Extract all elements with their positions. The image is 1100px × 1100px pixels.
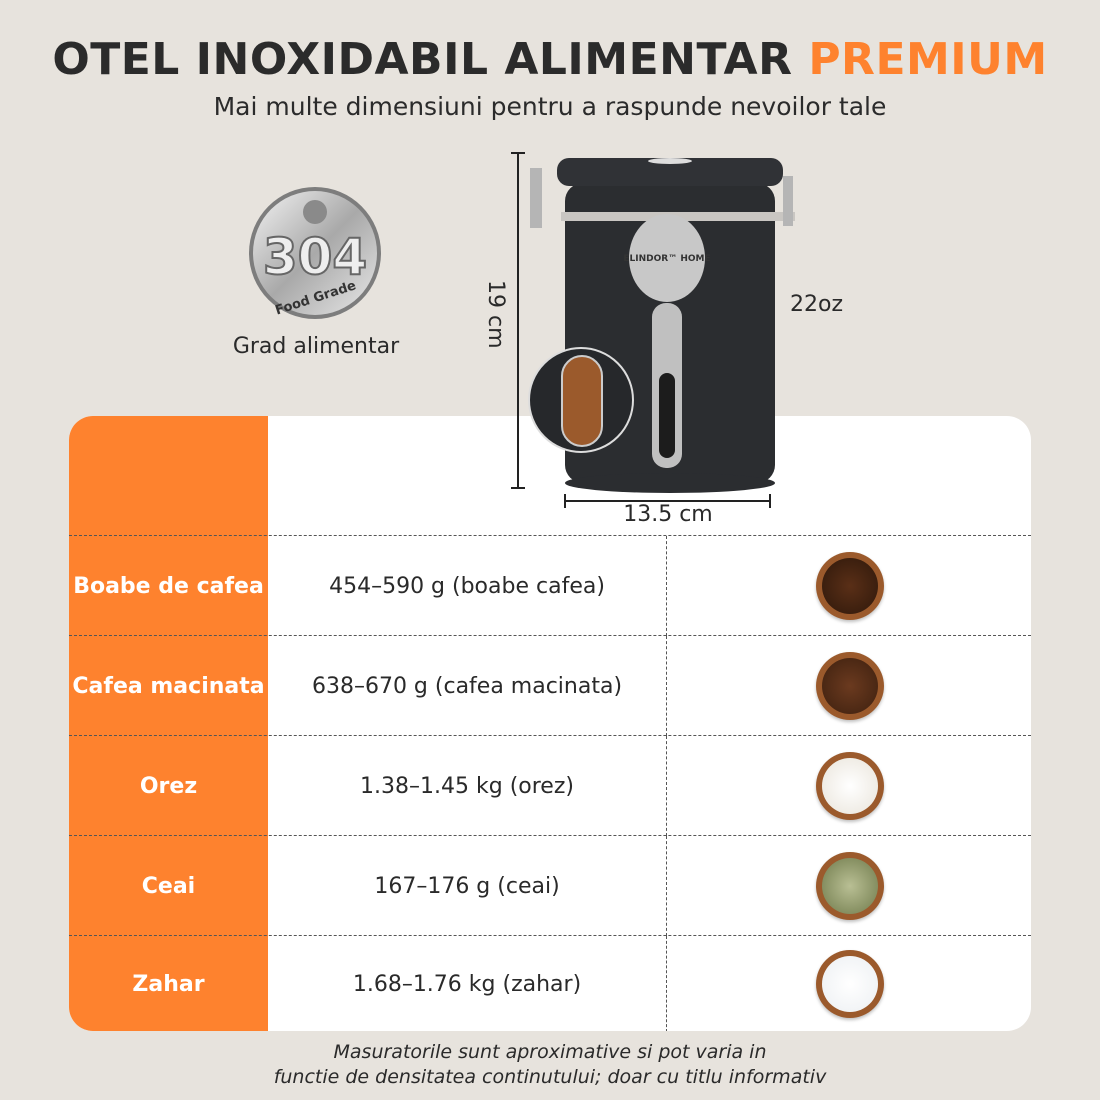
canister-image: ELINDOR™ HOME — [511, 152, 795, 508]
width-dimension: 13.5 cm — [623, 502, 713, 527]
svg-text:ELINDOR™ HOME: ELINDOR™ HOME — [623, 254, 710, 264]
table-row: Orez 1.38–1.45 kg (orez) — [69, 735, 1031, 836]
page-subtitle: Mai multe dimensiuni pentru a raspunde n… — [213, 92, 887, 121]
title-accent: PREMIUM — [808, 34, 1048, 85]
capacity-table: Boabe de cafea 454–590 g (boabe cafea) C… — [69, 416, 1031, 1031]
rice-image — [815, 752, 884, 820]
table-row: Zahar 1.68–1.76 kg (zahar) — [69, 935, 1031, 1031]
table-row: Ceai 167–176 g (ceai) — [69, 835, 1031, 936]
page-title: OTEL INOXIDABIL ALIMENTAR PREMIUM — [52, 34, 1048, 85]
coffee-beans-image — [815, 552, 884, 620]
table-row: Boabe de cafea 454–590 g (boabe cafea) — [69, 535, 1031, 636]
svg-text:304: 304 — [263, 228, 367, 286]
table-row: Cafea macinata 638–670 g (cafea macinata… — [69, 635, 1031, 736]
height-dimension: 19 cm — [483, 280, 508, 349]
badge-label: Grad alimentar — [232, 334, 400, 359]
ground-coffee-image — [815, 652, 884, 720]
food-grade-304-badge: 304 Food Grade — [249, 187, 381, 319]
tea-leaves-image — [815, 852, 884, 920]
capacity-label: 22oz — [790, 292, 844, 317]
sugar-image — [815, 950, 884, 1018]
footnote: Masuratorile sunt aproximative si pot va… — [273, 1041, 827, 1088]
